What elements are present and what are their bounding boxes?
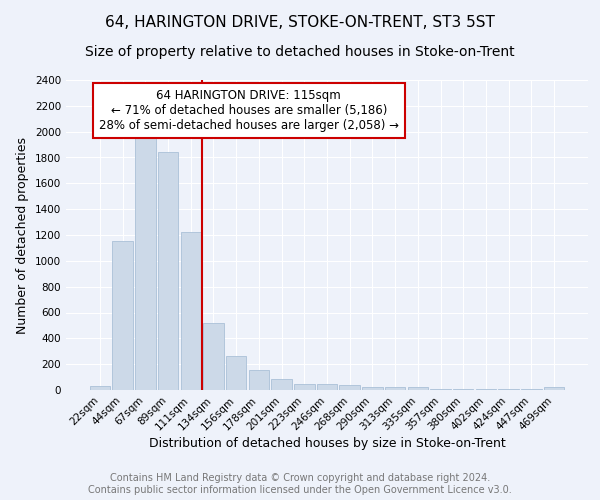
Bar: [362, 388, 383, 390]
Bar: [158, 152, 178, 390]
Bar: [226, 356, 247, 390]
Bar: [476, 388, 496, 390]
Text: 64 HARINGTON DRIVE: 115sqm
← 71% of detached houses are smaller (5,186)
28% of s: 64 HARINGTON DRIVE: 115sqm ← 71% of deta…: [98, 90, 398, 132]
Bar: [294, 384, 314, 390]
Bar: [203, 324, 224, 390]
Text: Size of property relative to detached houses in Stoke-on-Trent: Size of property relative to detached ho…: [85, 45, 515, 59]
Bar: [407, 388, 428, 390]
Text: Contains HM Land Registry data © Crown copyright and database right 2024.
Contai: Contains HM Land Registry data © Crown c…: [88, 474, 512, 495]
Bar: [181, 232, 201, 390]
Y-axis label: Number of detached properties: Number of detached properties: [16, 136, 29, 334]
Bar: [271, 379, 292, 390]
Bar: [340, 386, 360, 390]
Bar: [112, 242, 133, 390]
Bar: [430, 388, 451, 390]
X-axis label: Distribution of detached houses by size in Stoke-on-Trent: Distribution of detached houses by size …: [149, 438, 505, 450]
Bar: [544, 388, 564, 390]
Bar: [317, 384, 337, 390]
Bar: [453, 388, 473, 390]
Text: 64, HARINGTON DRIVE, STOKE-ON-TRENT, ST3 5ST: 64, HARINGTON DRIVE, STOKE-ON-TRENT, ST3…: [105, 15, 495, 30]
Bar: [385, 388, 406, 390]
Bar: [135, 138, 155, 390]
Bar: [90, 386, 110, 390]
Bar: [248, 370, 269, 390]
